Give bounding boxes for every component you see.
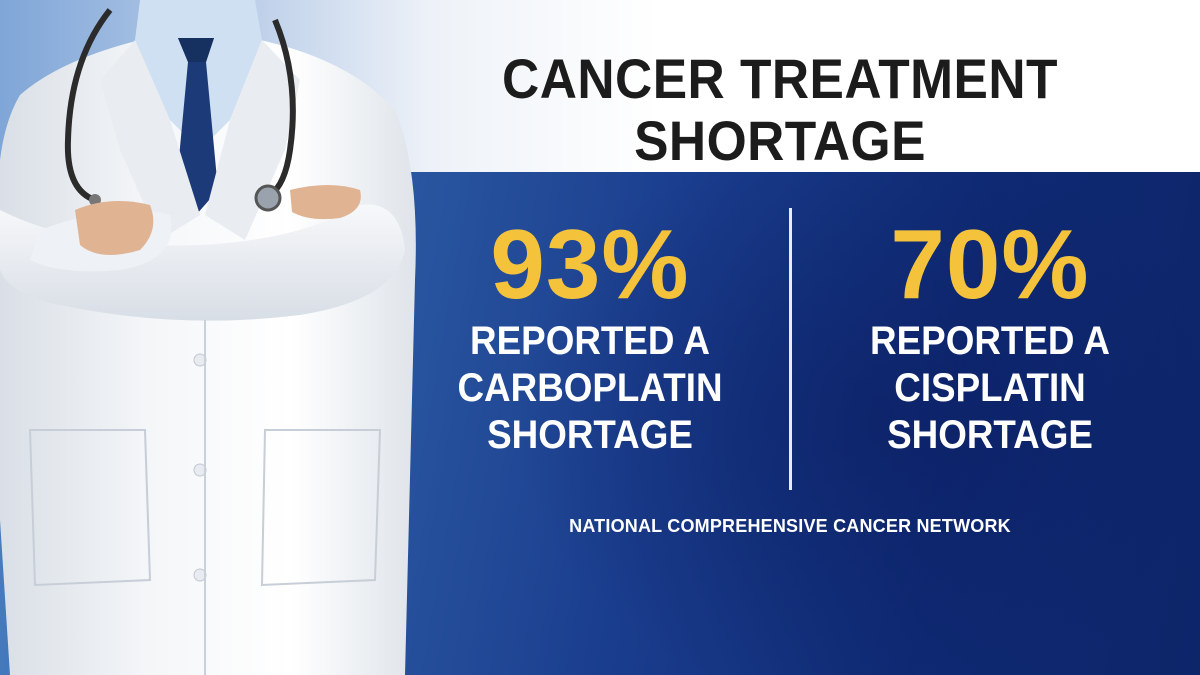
stat-description-line: SHORTAGE bbox=[487, 413, 693, 457]
stat-cisplatin: 70% REPORTED A CISPLATIN SHORTAGE bbox=[810, 212, 1170, 459]
stat-description: REPORTED A CARBOPLATIN SHORTAGE bbox=[424, 318, 755, 459]
stat-description-line: CISPLATIN bbox=[894, 366, 1086, 410]
stat-description-line: REPORTED A bbox=[870, 319, 1110, 363]
stat-value: 93% bbox=[490, 209, 690, 319]
source-credit: NATIONAL COMPREHENSIVE CANCER NETWORK bbox=[569, 516, 1011, 536]
stat-description-line: REPORTED A bbox=[470, 319, 710, 363]
divider bbox=[789, 208, 792, 490]
stat-carboplatin: 93% REPORTED A CARBOPLATIN SHORTAGE bbox=[410, 212, 770, 459]
headline-line-1: CANCER TREATMENT bbox=[502, 47, 1058, 110]
stat-description-line: CARBOPLATIN bbox=[457, 366, 723, 410]
stat-description-line: SHORTAGE bbox=[887, 413, 1093, 457]
doctor-image bbox=[0, 0, 416, 675]
stat-description: REPORTED A CISPLATIN SHORTAGE bbox=[824, 318, 1155, 459]
headline-line-2: SHORTAGE bbox=[634, 109, 926, 172]
headline: CANCER TREATMENT SHORTAGE bbox=[449, 48, 1111, 172]
stat-value: 70% bbox=[890, 209, 1090, 319]
